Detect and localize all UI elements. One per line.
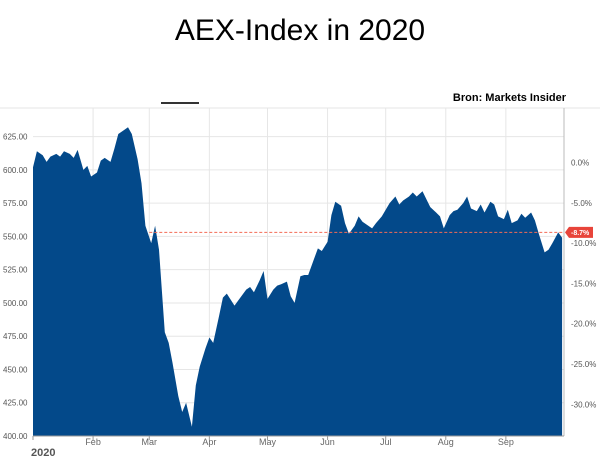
x-month-label: Feb bbox=[85, 437, 101, 447]
y2-tick-label: -25.0% bbox=[571, 360, 596, 369]
x-year-label: 2020 bbox=[31, 447, 55, 459]
y2-tick-label: 0.0% bbox=[571, 159, 589, 168]
index-area bbox=[33, 127, 563, 437]
y-tick-label: 425.00 bbox=[3, 399, 28, 408]
x-month-label: May bbox=[259, 437, 277, 447]
y2-tick-label: -20.0% bbox=[571, 320, 596, 329]
current-change-badge: -8.7% bbox=[565, 226, 593, 238]
source-label: Bron: Markets Insider bbox=[452, 92, 566, 104]
y-tick-label: 600.00 bbox=[3, 166, 28, 175]
y-tick-label: 550.00 bbox=[3, 232, 28, 241]
y-tick-label: 400.00 bbox=[3, 432, 28, 441]
axis-layer: 625.00 600.00 575.00 550.00 525.00 500.00 475.… bbox=[3, 108, 596, 459]
x-month-label: Apr bbox=[202, 437, 216, 447]
badge-label: -8.7% bbox=[571, 230, 590, 237]
y-tick-label: 525.00 bbox=[3, 266, 28, 275]
x-month-label: Sep bbox=[498, 437, 514, 447]
y-tick-label: 450.00 bbox=[3, 365, 28, 374]
y-tick-label: 500.00 bbox=[3, 299, 28, 308]
range-tab-indicator bbox=[161, 102, 199, 104]
page-title: AEX-Index in 2020 bbox=[174, 14, 426, 47]
y2-tick-label: -30.0% bbox=[571, 400, 596, 409]
badge-shape bbox=[565, 226, 593, 238]
y-tick-label: 475.00 bbox=[3, 332, 28, 341]
y-tick-label: 625.00 bbox=[3, 133, 28, 142]
y2-tick-label: -15.0% bbox=[571, 279, 596, 288]
y2-tick-label: -10.0% bbox=[571, 239, 596, 248]
y-tick-label: 575.00 bbox=[3, 199, 28, 208]
x-month-label: Mar bbox=[142, 437, 158, 447]
x-month-label: Jul bbox=[380, 437, 392, 447]
x-month-label: Aug bbox=[438, 437, 454, 447]
y2-tick-label: -5.0% bbox=[571, 199, 592, 208]
x-month-label: Jun bbox=[320, 437, 335, 447]
